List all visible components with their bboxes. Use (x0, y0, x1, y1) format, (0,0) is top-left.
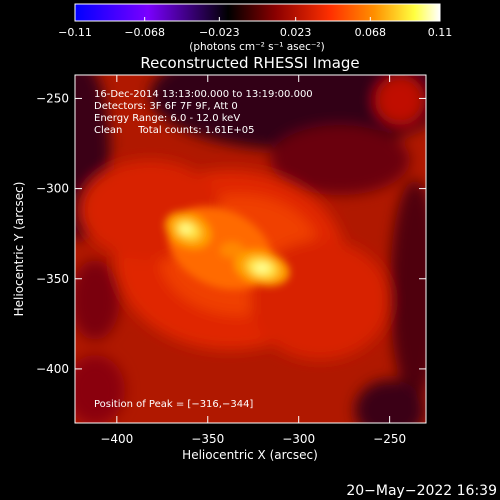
y-tick-label: −300 (36, 182, 69, 196)
timestamp: 20−May−2022 16:39 (346, 483, 497, 499)
x-tick-label: −250 (373, 432, 406, 446)
x-tick-label: −350 (191, 432, 224, 446)
axis-ticks: −400 −350 −300 −250 −250 −300 −350 −400 (36, 75, 426, 446)
y-tick-label: −250 (36, 91, 69, 105)
colorbar-tick-label: 0.023 (280, 26, 312, 39)
rhessi-image (75, 75, 426, 423)
peak-position-label: Position of Peak = [−316,−344] (94, 399, 253, 410)
colorbar (74, 3, 441, 22)
y-tick-label: −400 (36, 362, 69, 376)
colorbar-tick-label: −0.068 (124, 26, 165, 39)
colorbar-units: (photons cm⁻² s⁻¹ asec⁻²) (189, 41, 324, 53)
chart-title: Reconstructed RHESSI Image (140, 54, 359, 72)
svg-text:Energy Range: 6.0 - 12.0 keV: Energy Range: 6.0 - 12.0 keV (94, 113, 240, 124)
svg-text:16-Dec-2014 13:13:00.000 to 13: 16-Dec-2014 13:13:00.000 to 13:19:00.000 (94, 89, 313, 100)
y-axis-label: Heliocentric Y (arcsec) (12, 182, 26, 317)
colorbar-tick-label: −0.023 (199, 26, 240, 39)
x-tick-label: −300 (282, 432, 315, 446)
x-axis-label: Heliocentric X (arcsec) (182, 448, 318, 462)
y-tick-label: −350 (36, 272, 69, 286)
colorbar-tick-label: −0.11 (58, 26, 92, 39)
info-text: 16-Dec-2014 13:13:00.000 to 13:19:00.000… (94, 89, 313, 136)
colorbar-tick-label: 0.068 (355, 26, 387, 39)
svg-text:Detectors: 3F 6F 7F 9F, Att 0: Detectors: 3F 6F 7F 9F, Att 0 (94, 101, 238, 112)
colorbar-ticks: −0.11 −0.068 −0.023 0.023 0.068 0.11 (58, 17, 452, 39)
plot-frame (74, 74, 427, 424)
x-tick-label: −400 (100, 432, 133, 446)
svg-text:Clean Total counts: 1.61E+: Clean Total counts: 1.61E+05 (94, 125, 254, 136)
colorbar-tick-label: 0.11 (428, 26, 453, 39)
